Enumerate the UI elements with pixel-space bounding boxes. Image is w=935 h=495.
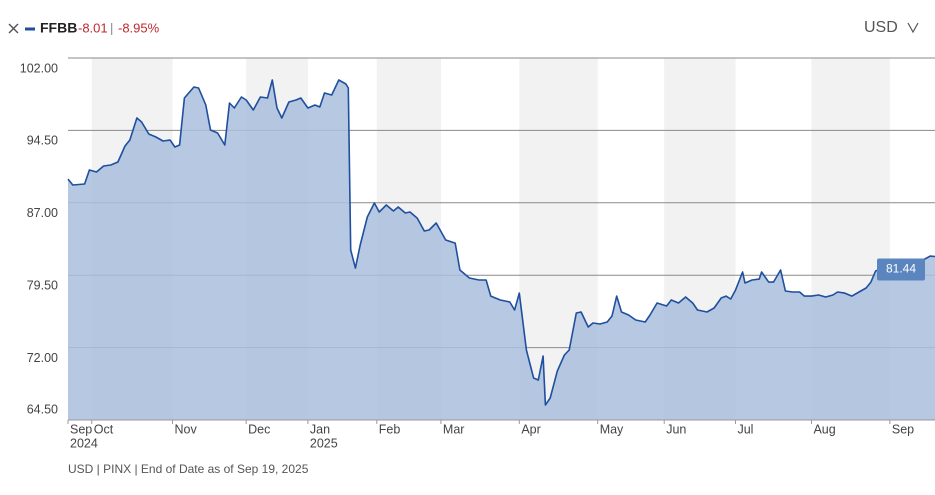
x-tick-label: Jan	[310, 422, 330, 436]
y-tick-label: 94.50	[27, 134, 58, 148]
currency[interactable]: USD	[864, 19, 898, 36]
x-tick-label: Sep	[70, 422, 92, 436]
dropdown-icon[interactable]	[907, 22, 919, 34]
plot: 81.44	[67, 57, 935, 424]
last-value-box	[877, 258, 925, 281]
last-value-label: 81.44	[886, 262, 916, 276]
y-tick-label: 102.00	[20, 61, 58, 75]
footer: USD | PINX | End of Date as of Sep 19, 2…	[68, 462, 309, 476]
x-tick-label: Jun	[666, 422, 686, 436]
y-tick-label: 72.00	[27, 351, 58, 365]
x-year-label: 2025	[310, 436, 338, 450]
y-tick-label: 79.50	[27, 278, 58, 292]
change: -8.01	[78, 20, 108, 35]
x-tick-label: Jul	[737, 422, 753, 436]
price-line	[67, 79, 935, 406]
x-tick-label: Apr	[521, 422, 540, 436]
x-tick-label: Mar	[443, 422, 465, 436]
x-tick-label: Aug	[813, 422, 835, 436]
y-tick-label: 87.00	[27, 206, 58, 220]
area	[68, 80, 935, 420]
x-tick-label: May	[600, 422, 624, 436]
x-tick-label: Sep	[892, 422, 914, 436]
x-tick-label: Dec	[248, 422, 270, 436]
ticker: FFBB	[40, 20, 77, 36]
separator: |	[110, 20, 113, 35]
y-tick-label: 64.50	[27, 402, 58, 416]
change-percent: -8.95%	[118, 20, 160, 35]
close-icon[interactable]	[8, 23, 19, 34]
x-year-label: 2024	[70, 436, 98, 450]
x-tick-label: Feb	[379, 422, 401, 436]
x-tick-label: Nov	[175, 422, 198, 436]
x-tick-label: Oct	[94, 422, 114, 436]
